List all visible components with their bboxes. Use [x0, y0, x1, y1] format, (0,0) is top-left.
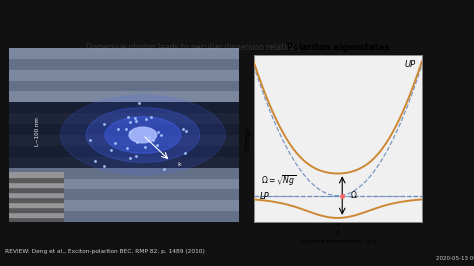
Bar: [9, 187, 64, 192]
Title: Polariton eigenstates: Polariton eigenstates: [287, 43, 389, 52]
Ellipse shape: [105, 117, 181, 153]
Bar: [9, 207, 64, 212]
Point: [135, 101, 143, 105]
Text: 2020-05-13 09:: 2020-05-13 09:: [436, 256, 474, 260]
Bar: [9, 177, 64, 182]
Point: [149, 138, 157, 143]
Text: REVIEW: Deng et al., Exciton-polariton BEC, RMP 82, p. 1489 (2010): REVIEW: Deng et al., Exciton-polariton B…: [5, 249, 205, 254]
Point: [122, 127, 130, 131]
FancyBboxPatch shape: [9, 211, 239, 222]
Point: [124, 146, 131, 150]
Point: [142, 117, 150, 121]
FancyBboxPatch shape: [9, 135, 239, 146]
Point: [133, 140, 140, 144]
Text: UP: UP: [405, 60, 416, 69]
Bar: [9, 172, 64, 177]
FancyBboxPatch shape: [9, 146, 239, 157]
Point: [160, 167, 168, 171]
FancyBboxPatch shape: [9, 168, 239, 178]
Point: [141, 145, 148, 149]
Point: [180, 127, 187, 131]
Point: [86, 138, 94, 142]
Point: [126, 156, 134, 160]
FancyBboxPatch shape: [9, 70, 239, 81]
FancyBboxPatch shape: [9, 124, 239, 135]
Point: [126, 120, 134, 124]
Bar: [9, 217, 64, 222]
Text: Cavity exciton-polaritons: Cavity exciton-polaritons: [86, 7, 300, 21]
Text: Dispersive photon leads to peculiar dispersion relations: Dispersive photon leads to peculiar disp…: [86, 43, 300, 52]
Point: [111, 141, 118, 145]
Point: [100, 122, 107, 126]
Bar: [9, 197, 64, 202]
Y-axis label: Energy: Energy: [245, 126, 251, 151]
Point: [126, 130, 134, 134]
Ellipse shape: [129, 127, 156, 143]
FancyBboxPatch shape: [9, 189, 239, 200]
Point: [100, 164, 108, 168]
Bar: [9, 182, 64, 187]
Bar: [9, 212, 64, 217]
Text: $\Omega = \sqrt{Ng}$: $\Omega = \sqrt{Ng}$: [261, 173, 296, 188]
Point: [146, 135, 153, 139]
FancyBboxPatch shape: [9, 59, 239, 70]
Text: k: k: [177, 162, 181, 167]
Ellipse shape: [86, 107, 200, 163]
Point: [157, 133, 164, 137]
Point: [133, 119, 140, 123]
FancyBboxPatch shape: [9, 81, 239, 92]
Point: [148, 114, 155, 119]
Point: [153, 143, 160, 148]
Point: [91, 159, 99, 163]
Bar: [9, 202, 64, 207]
Point: [124, 115, 132, 119]
Bar: [9, 192, 64, 197]
FancyBboxPatch shape: [9, 113, 239, 124]
Text: L~100 nm: L~100 nm: [35, 117, 39, 146]
FancyBboxPatch shape: [9, 200, 239, 211]
Point: [181, 151, 189, 156]
FancyBboxPatch shape: [9, 48, 239, 59]
Ellipse shape: [61, 95, 225, 175]
Text: LP: LP: [260, 192, 269, 201]
Point: [182, 129, 190, 134]
FancyBboxPatch shape: [9, 178, 239, 189]
FancyBboxPatch shape: [9, 157, 239, 168]
Point: [114, 127, 121, 131]
X-axis label: In-plane momentum (k₀): In-plane momentum (k₀): [299, 239, 376, 244]
Point: [131, 116, 138, 120]
FancyBboxPatch shape: [9, 102, 239, 113]
Point: [154, 130, 162, 134]
Text: $\Omega$: $\Omega$: [350, 189, 357, 200]
Point: [133, 154, 140, 158]
Point: [107, 147, 115, 152]
FancyBboxPatch shape: [9, 92, 239, 102]
